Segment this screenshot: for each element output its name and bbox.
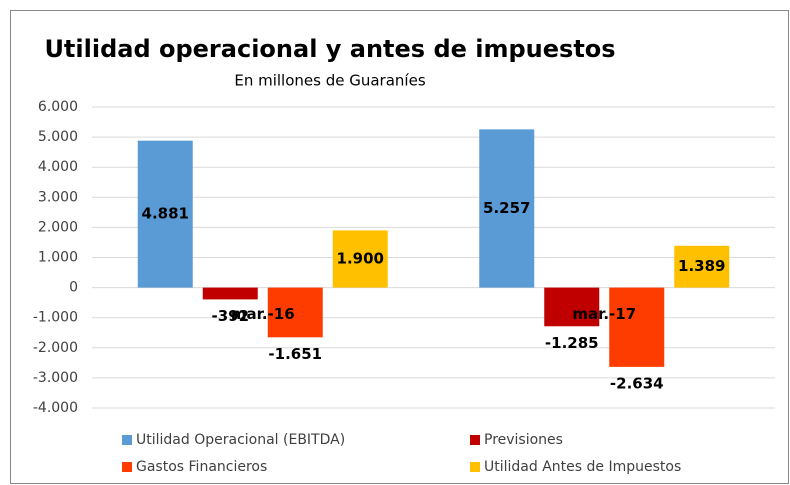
legend-swatch	[470, 435, 480, 445]
data-label: 5.257	[483, 199, 530, 217]
x-tick-label: mar.-17	[572, 305, 636, 323]
chart-subtitle: En millones de Guaraníes	[234, 72, 425, 90]
bar	[609, 287, 665, 367]
data-label: -1.651	[268, 345, 322, 363]
y-tick-label: -4.000	[33, 400, 78, 416]
data-label: -1.285	[545, 334, 599, 352]
bar	[544, 287, 600, 327]
y-tick-label: 1.000	[38, 250, 78, 266]
bar	[202, 287, 258, 300]
bar	[674, 245, 730, 288]
y-tick-label: 5.000	[38, 129, 78, 145]
bar	[137, 140, 193, 288]
legend-swatch	[470, 462, 480, 472]
legend-label: Utilidad Antes de Impuestos	[484, 459, 681, 475]
bar	[479, 129, 535, 288]
y-tick-label: 0	[69, 280, 78, 296]
y-tick-label: 6.000	[38, 99, 78, 115]
x-tick-label: mar.-16	[231, 305, 295, 323]
legend-label: Utilidad Operacional (EBITDA)	[136, 432, 345, 448]
legend-label: Gastos Financieros	[136, 459, 267, 475]
y-tick-label: -2.000	[33, 340, 78, 356]
data-label: 1.389	[678, 257, 725, 275]
chart-title: Utilidad operacional y antes de impuesto…	[44, 35, 615, 63]
data-label: -2.634	[610, 374, 664, 392]
y-tick-label: 2.000	[38, 219, 78, 235]
data-label: 4.881	[142, 205, 189, 223]
legend-swatch	[122, 435, 132, 445]
y-tick-label: -3.000	[33, 370, 78, 386]
bar	[267, 287, 323, 338]
bar	[332, 230, 388, 288]
y-tick-label: 3.000	[38, 189, 78, 205]
legend-label: Previsiones	[484, 432, 563, 448]
data-label: -392	[211, 307, 249, 325]
y-tick-label: 4.000	[38, 159, 78, 175]
data-label: 1.900	[337, 250, 384, 268]
y-tick-label: -1.000	[33, 310, 78, 326]
legend-swatch	[122, 462, 132, 472]
